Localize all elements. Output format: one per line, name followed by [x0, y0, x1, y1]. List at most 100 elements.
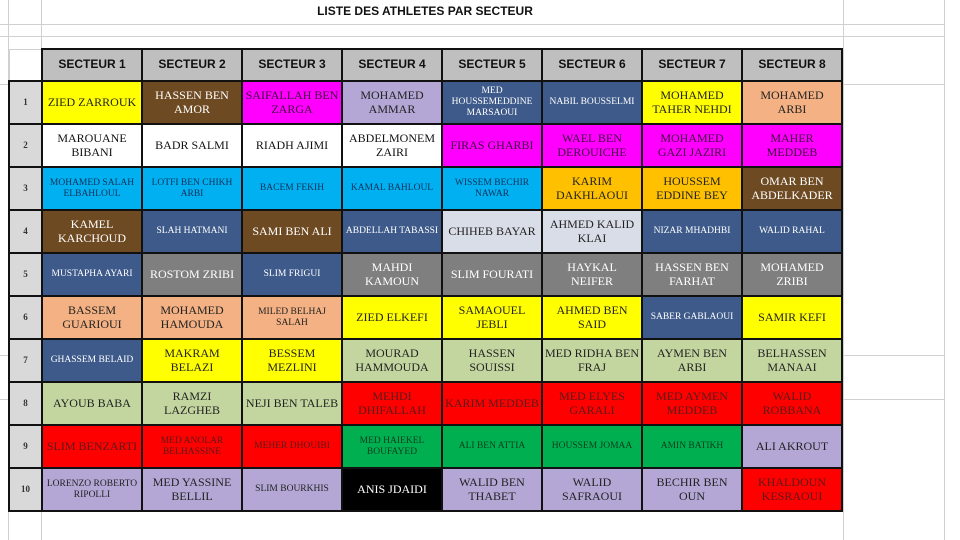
athlete-cell[interactable]: HASSEN BEN FARHAT	[641, 252, 743, 297]
athlete-cell[interactable]: MED HOUSSEMEDDINE MARSAOUI	[441, 80, 543, 125]
athlete-cell[interactable]: BECHIR BEN OUN	[641, 467, 743, 512]
athlete-cell[interactable]: AMIN BATIKH	[641, 424, 743, 469]
row-number[interactable]: 8	[8, 381, 43, 426]
athlete-cell[interactable]: BACEM FEKIH	[241, 166, 343, 211]
athlete-cell[interactable]: CHIHEB BAYAR	[441, 209, 543, 254]
athlete-cell[interactable]: WALID RAHAL	[741, 209, 843, 254]
athlete-cell[interactable]: SABER GABLAOUI	[641, 295, 743, 340]
athlete-cell[interactable]: KARIM DAKHLAOUI	[541, 166, 643, 211]
row-number[interactable]: 10	[8, 467, 43, 512]
athlete-cell[interactable]: SAMI BEN ALI	[241, 209, 343, 254]
athlete-cell[interactable]: MOHAMED ARBI	[741, 80, 843, 125]
gridline	[0, 36, 944, 37]
row-number[interactable]: 2	[8, 123, 43, 168]
athlete-cell[interactable]: MUSTAPHA AYARI	[41, 252, 143, 297]
athlete-cell[interactable]: SLIM BOURKHIS	[241, 467, 343, 512]
athlete-cell[interactable]: OMAR BEN ABDELKADER	[741, 166, 843, 211]
athlete-cell[interactable]: KARIM MEDDEB	[441, 381, 543, 426]
athlete-cell[interactable]: BADR SALMI	[141, 123, 243, 168]
athlete-cell[interactable]: ALI AKROUT	[741, 424, 843, 469]
athlete-cell[interactable]: AYMEN BEN ARBI	[641, 338, 743, 383]
athlete-cell[interactable]: KHALDOUN KESRAOUI	[741, 467, 843, 512]
athlete-cell[interactable]: SLIM FOURATI	[441, 252, 543, 297]
athlete-cell[interactable]: LORENZO ROBERTO RIPOLLI	[41, 467, 143, 512]
athlete-cell[interactable]: MED HAIEKEL BOUFAYED	[341, 424, 443, 469]
athlete-cell[interactable]: ZIED ELKEFI	[341, 295, 443, 340]
athlete-cell[interactable]: MED ANOLAR BELHASSINE	[141, 424, 243, 469]
athlete-cell[interactable]: MED RIDHA BEN FRAJ	[541, 338, 643, 383]
athlete-cell[interactable]: MAROUANE BIBANI	[41, 123, 143, 168]
athlete-cell[interactable]: WALID SAFRAOUI	[541, 467, 643, 512]
athlete-cell[interactable]: HOUSSEM JOMAA	[541, 424, 643, 469]
header-secteur-2[interactable]: SECTEUR 2	[141, 48, 243, 82]
athlete-cell[interactable]: SLIM BENZARTI	[41, 424, 143, 469]
athlete-cell[interactable]: HASSEN SOUISSI	[441, 338, 543, 383]
athlete-cell[interactable]: MOHAMED ZRIBI	[741, 252, 843, 297]
athlete-cell[interactable]: KAMAL BAHLOUL	[341, 166, 443, 211]
athlete-cell[interactable]: ROSTOM ZRIBI	[141, 252, 243, 297]
athlete-cell[interactable]: BASSEM GUARIOUI	[41, 295, 143, 340]
row-number[interactable]: 3	[8, 166, 43, 211]
athlete-cell[interactable]: HASSEN BEN AMOR	[141, 80, 243, 125]
athlete-cell[interactable]: MOHAMED SALAH ELBAHLOUL	[41, 166, 143, 211]
athlete-cell[interactable]: MAHDI KAMOUN	[341, 252, 443, 297]
athlete-cell[interactable]: ABDELMONEM ZAIRI	[341, 123, 443, 168]
athlete-cell[interactable]: BELHASSEN MANAAI	[741, 338, 843, 383]
athlete-cell[interactable]: HOUSSEM EDDINE BEY	[641, 166, 743, 211]
athlete-cell[interactable]: MOHAMED GAZI JAZIRI	[641, 123, 743, 168]
athlete-cell[interactable]: ZIED ZARROUK	[41, 80, 143, 125]
athlete-cell[interactable]: MOHAMED AMMAR	[341, 80, 443, 125]
athlete-cell[interactable]: MED AYMEN MEDDEB	[641, 381, 743, 426]
corner-cell[interactable]	[8, 48, 43, 82]
athlete-cell[interactable]: WALID BEN THABET	[441, 467, 543, 512]
athlete-cell[interactable]: SAMIR KEFI	[741, 295, 843, 340]
athlete-cell[interactable]: WALID ROBBANA	[741, 381, 843, 426]
athlete-cell[interactable]: ANIS JDAIDI	[341, 467, 443, 512]
athlete-cell[interactable]: MED ELYES GARALI	[541, 381, 643, 426]
athlete-cell[interactable]: MOHAMED TAHER NEHDI	[641, 80, 743, 125]
athlete-cell[interactable]: MOHAMED HAMOUDA	[141, 295, 243, 340]
athlete-cell[interactable]: AHMED KALID KLAI	[541, 209, 643, 254]
athlete-cell[interactable]: MEHDI DHIFALLAH	[341, 381, 443, 426]
athlete-cell[interactable]: GHASSEM BELAID	[41, 338, 143, 383]
athlete-cell[interactable]: BESSEM MEZLINI	[241, 338, 343, 383]
athlete-cell[interactable]: MILED BELHAJ SALAH	[241, 295, 343, 340]
athlete-cell[interactable]: WAEL BEN DEROUICHE	[541, 123, 643, 168]
athlete-cell[interactable]: SLIM FRIGUI	[241, 252, 343, 297]
header-secteur-5[interactable]: SECTEUR 5	[441, 48, 543, 82]
athlete-cell[interactable]: LOTFI BEN CHIKH ARBI	[141, 166, 243, 211]
athlete-cell[interactable]: HAYKAL NEIFER	[541, 252, 643, 297]
row-number[interactable]: 6	[8, 295, 43, 340]
athlete-cell[interactable]: AYOUB BABA	[41, 381, 143, 426]
athlete-cell[interactable]: MOURAD HAMMOUDA	[341, 338, 443, 383]
athlete-cell[interactable]: SLAH HATMANI	[141, 209, 243, 254]
athlete-cell[interactable]: SAMAOUEL JEBLI	[441, 295, 543, 340]
athlete-cell[interactable]: RIADH AJIMI	[241, 123, 343, 168]
athlete-cell[interactable]: NABIL BOUSSELMI	[541, 80, 643, 125]
athlete-cell[interactable]: FIRAS GHARBI	[441, 123, 543, 168]
athlete-cell[interactable]: NEJI BEN TALEB	[241, 381, 343, 426]
header-secteur-6[interactable]: SECTEUR 6	[541, 48, 643, 82]
row-number[interactable]: 4	[8, 209, 43, 254]
header-secteur-7[interactable]: SECTEUR 7	[641, 48, 743, 82]
row-number[interactable]: 9	[8, 424, 43, 469]
row-number[interactable]: 1	[8, 80, 43, 125]
athlete-cell[interactable]: ALI BEN ATTIA	[441, 424, 543, 469]
athlete-cell[interactable]: KAMEL KARCHOUD	[41, 209, 143, 254]
athlete-cell[interactable]: RAMZI LAZGHEB	[141, 381, 243, 426]
athlete-cell[interactable]: MEHER DHOUIBI	[241, 424, 343, 469]
athlete-cell[interactable]: SAIFALLAH BEN ZARGA	[241, 80, 343, 125]
athlete-cell[interactable]: ABDELLAH TABASSI	[341, 209, 443, 254]
athlete-cell[interactable]: WISSEM BECHIR NAWAR	[441, 166, 543, 211]
athlete-cell[interactable]: MAKRAM BELAZI	[141, 338, 243, 383]
athlete-cell[interactable]: MAHER MEDDEB	[741, 123, 843, 168]
row-number[interactable]: 5	[8, 252, 43, 297]
row-number[interactable]: 7	[8, 338, 43, 383]
header-secteur-4[interactable]: SECTEUR 4	[341, 48, 443, 82]
athlete-cell[interactable]: MED YASSINE BELLIL	[141, 467, 243, 512]
header-secteur-1[interactable]: SECTEUR 1	[41, 48, 143, 82]
athlete-cell[interactable]: NIZAR MHADHBI	[641, 209, 743, 254]
athlete-cell[interactable]: AHMED BEN SAID	[541, 295, 643, 340]
header-secteur-8[interactable]: SECTEUR 8	[741, 48, 843, 82]
header-secteur-3[interactable]: SECTEUR 3	[241, 48, 343, 82]
